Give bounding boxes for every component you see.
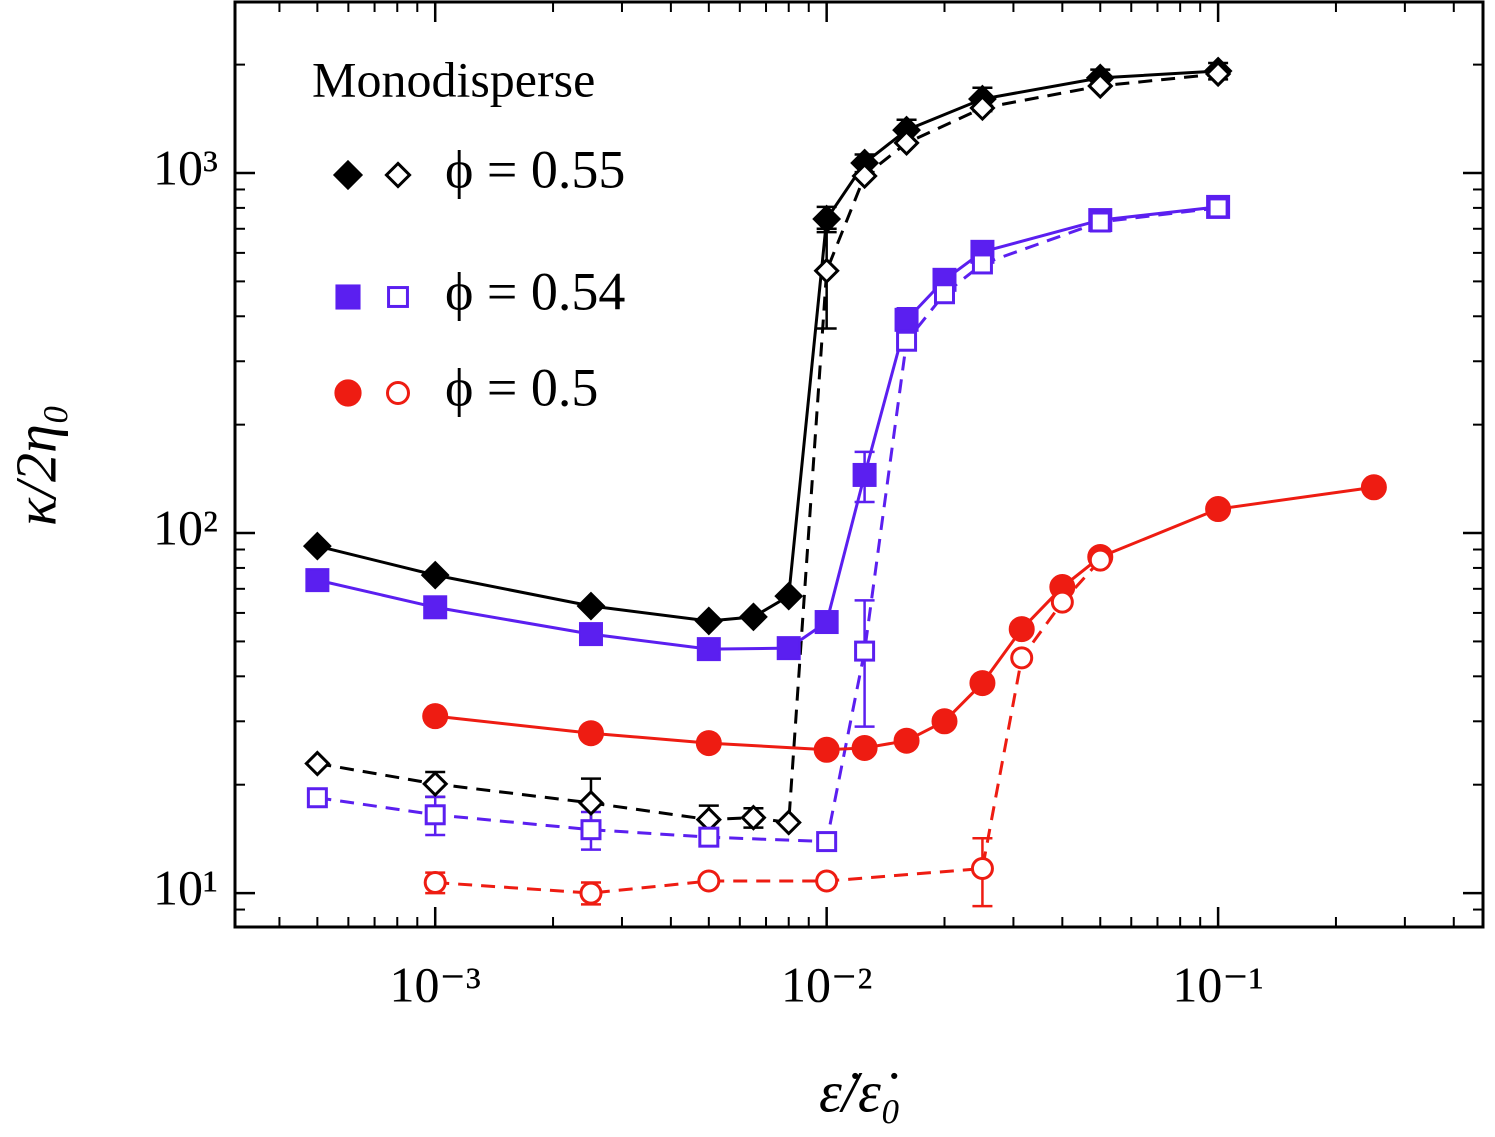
marker bbox=[580, 819, 602, 841]
marker bbox=[933, 283, 955, 305]
legend-marker bbox=[334, 379, 362, 407]
x-tick-label: 10⁻¹ bbox=[1172, 956, 1263, 1012]
y-tick-label: 10¹ bbox=[153, 860, 218, 916]
marker bbox=[851, 162, 878, 190]
series-line bbox=[317, 205, 1219, 651]
marker bbox=[894, 307, 919, 332]
marker bbox=[740, 804, 767, 831]
y-tick-label: 10³ bbox=[153, 139, 218, 195]
marker bbox=[424, 804, 446, 826]
marker bbox=[893, 727, 920, 754]
marker bbox=[577, 720, 604, 747]
marker bbox=[420, 560, 450, 590]
series-line bbox=[435, 559, 1102, 895]
legend-label: ϕ = 0.55 bbox=[445, 139, 625, 199]
marker bbox=[813, 257, 840, 284]
marker bbox=[969, 94, 996, 122]
marker bbox=[1205, 496, 1232, 523]
marker bbox=[1087, 72, 1114, 100]
marker bbox=[852, 462, 877, 487]
legend-label: ϕ = 0.5 bbox=[445, 357, 598, 417]
marker bbox=[423, 871, 447, 895]
marker bbox=[893, 129, 920, 157]
marker bbox=[970, 857, 994, 881]
plot-frame bbox=[233, 0, 1485, 929]
marker bbox=[579, 881, 603, 905]
legend-marker bbox=[386, 381, 410, 405]
series-line bbox=[435, 485, 1375, 752]
marker bbox=[1008, 616, 1035, 643]
marker bbox=[1207, 197, 1229, 219]
marker bbox=[697, 869, 721, 893]
marker bbox=[422, 703, 449, 730]
marker bbox=[306, 787, 328, 809]
marker bbox=[305, 568, 330, 593]
marker bbox=[814, 610, 839, 635]
marker bbox=[1010, 646, 1034, 670]
marker bbox=[423, 595, 448, 620]
marker bbox=[422, 770, 449, 798]
marker bbox=[775, 809, 802, 836]
marker bbox=[696, 637, 721, 662]
marker bbox=[1360, 474, 1387, 501]
legend-marker bbox=[387, 286, 409, 308]
marker bbox=[969, 670, 996, 697]
error-bar bbox=[854, 599, 875, 728]
marker bbox=[576, 591, 606, 621]
x-axis-label: ε̇/ε̇₀ bbox=[819, 1059, 901, 1124]
marker bbox=[694, 606, 724, 636]
legend-title: Monodisperse bbox=[312, 51, 595, 107]
series-line bbox=[317, 69, 1219, 623]
marker bbox=[774, 581, 804, 611]
legend-marker bbox=[332, 159, 364, 191]
marker bbox=[1089, 211, 1111, 233]
marker bbox=[1088, 548, 1112, 572]
marker bbox=[1050, 590, 1074, 614]
marker bbox=[304, 750, 331, 777]
marker bbox=[695, 730, 722, 757]
marker bbox=[812, 204, 842, 234]
marker bbox=[813, 736, 840, 763]
marker bbox=[851, 734, 878, 761]
marker bbox=[854, 640, 876, 662]
marker bbox=[971, 253, 993, 275]
y-tick-label: 10² bbox=[153, 500, 218, 556]
legend-marker bbox=[384, 161, 412, 189]
legend-label: ϕ = 0.54 bbox=[445, 261, 625, 321]
x-tick-label: 10⁻² bbox=[781, 956, 872, 1012]
marker bbox=[931, 708, 958, 735]
marker bbox=[776, 636, 801, 661]
x-tick-label: 10⁻³ bbox=[390, 956, 481, 1012]
marker bbox=[815, 869, 839, 893]
marker bbox=[896, 330, 918, 352]
marker bbox=[1204, 60, 1232, 88]
marker bbox=[302, 531, 332, 561]
marker bbox=[816, 831, 838, 853]
marker bbox=[739, 602, 768, 632]
legend-marker bbox=[335, 284, 361, 310]
y-axis-label: κ/2η₀ bbox=[3, 404, 68, 526]
marker bbox=[578, 622, 603, 647]
marker bbox=[577, 789, 605, 817]
marker bbox=[698, 826, 720, 848]
